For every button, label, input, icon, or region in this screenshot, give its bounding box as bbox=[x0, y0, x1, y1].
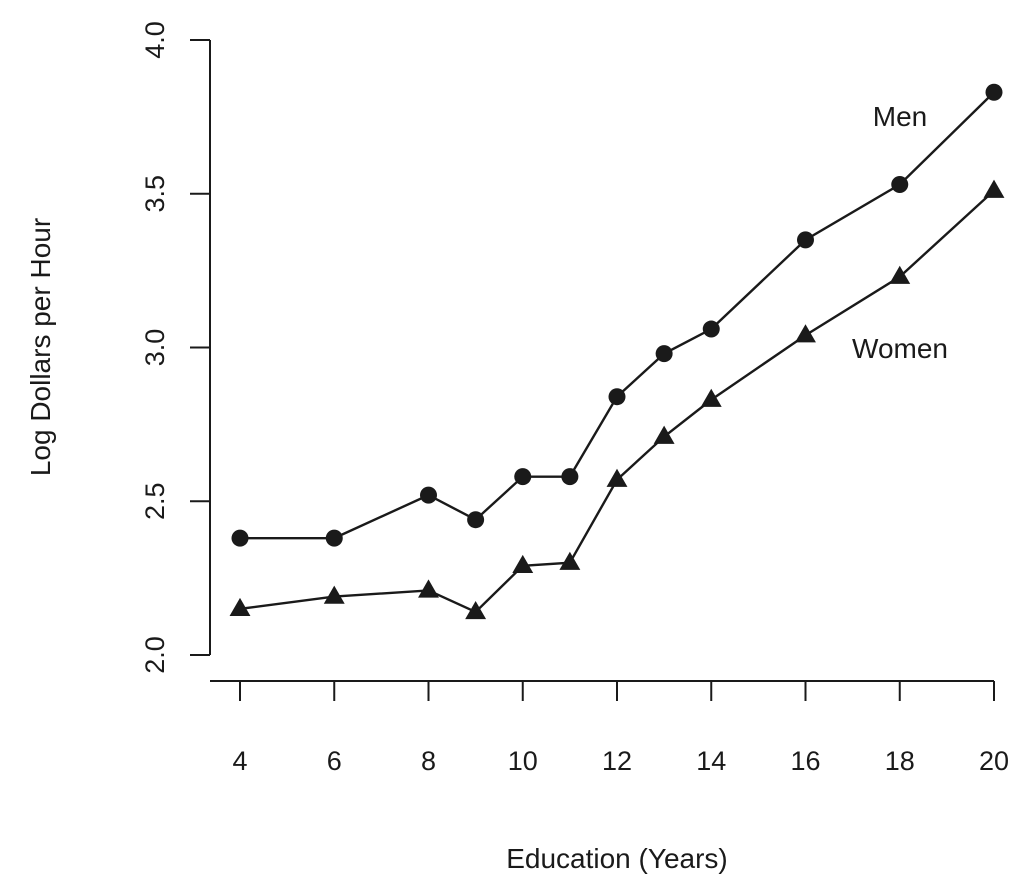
y-tick-label: 3.0 bbox=[140, 329, 170, 367]
x-tick-label: 4 bbox=[232, 746, 247, 776]
x-axis: 4 6 8 10 12 14 16 18 20 bbox=[210, 680, 1009, 776]
y-tick-label: 2.0 bbox=[140, 636, 170, 674]
data-point-women bbox=[700, 388, 722, 407]
series-men bbox=[231, 83, 1003, 547]
series-layer bbox=[229, 83, 1005, 620]
series-line-men bbox=[240, 91, 995, 540]
data-point-men bbox=[325, 529, 343, 547]
series-labels: Men Women bbox=[852, 101, 948, 364]
data-point-women bbox=[418, 579, 439, 598]
data-point-men bbox=[467, 511, 485, 529]
data-point-men bbox=[608, 388, 626, 406]
series-women bbox=[229, 179, 1005, 620]
data-point-women bbox=[323, 585, 345, 604]
data-point-women bbox=[559, 551, 581, 570]
data-point-men bbox=[702, 320, 720, 338]
x-tick-label: 16 bbox=[790, 746, 820, 776]
x-axis-title: Education (Years) bbox=[506, 843, 728, 874]
data-point-men bbox=[891, 176, 909, 194]
data-point-women bbox=[653, 425, 675, 444]
data-point-women bbox=[795, 324, 816, 343]
data-point-women bbox=[889, 265, 911, 284]
x-tick-label: 6 bbox=[327, 746, 342, 776]
y-tick-label: 4.0 bbox=[140, 21, 170, 59]
data-point-women bbox=[465, 600, 487, 620]
data-point-men bbox=[231, 529, 249, 547]
data-point-men bbox=[797, 231, 814, 249]
data-point-men bbox=[655, 345, 673, 363]
x-tick-label: 20 bbox=[979, 746, 1009, 776]
series-line-women bbox=[239, 189, 995, 614]
y-axis: 2.0 2.5 3.0 3.5 4.0 bbox=[140, 21, 211, 674]
data-point-men bbox=[420, 486, 437, 504]
series-label-women: Women bbox=[852, 333, 948, 364]
x-tick-label: 18 bbox=[885, 746, 915, 776]
data-point-women bbox=[606, 468, 628, 487]
data-point-men bbox=[561, 468, 579, 486]
x-tick-label: 10 bbox=[508, 746, 538, 776]
data-point-women bbox=[512, 554, 534, 573]
x-tick-label: 12 bbox=[602, 746, 632, 776]
data-point-men bbox=[514, 468, 532, 486]
data-point-women bbox=[229, 597, 251, 617]
data-point-women bbox=[983, 179, 1005, 198]
x-tick-label: 14 bbox=[696, 746, 726, 776]
y-tick-label: 3.5 bbox=[140, 175, 170, 213]
x-tick-label: 8 bbox=[421, 746, 436, 776]
y-tick-label: 2.5 bbox=[140, 482, 170, 520]
data-point-men bbox=[985, 83, 1003, 101]
series-label-men: Men bbox=[873, 101, 927, 132]
y-axis-title: Log Dollars per Hour bbox=[25, 218, 56, 476]
